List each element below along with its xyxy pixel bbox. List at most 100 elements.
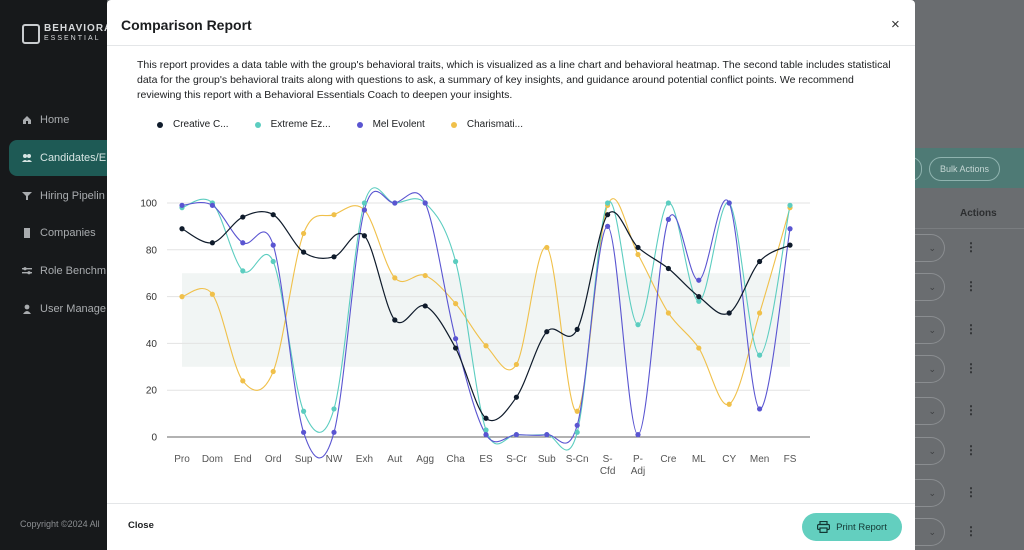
data-point[interactable] [696,345,702,351]
close-icon[interactable]: × [891,16,900,33]
data-point[interactable] [331,212,337,218]
sidebar-item-companies[interactable]: Companies [22,227,96,239]
sidebar-item-hiring-pipeline[interactable]: Hiring Pipelin [22,190,105,202]
data-point[interactable] [757,310,763,316]
data-point[interactable] [209,291,215,297]
data-point[interactable] [635,244,641,251]
row-dropdown[interactable]: ⌄ [915,518,945,546]
sidebar-item-home[interactable]: Home [22,114,69,126]
data-point[interactable] [240,268,246,274]
row-menu-icon[interactable]: ⋮ [965,485,977,499]
sidebar-item-candidates[interactable]: Candidates/E [22,152,106,164]
data-point[interactable] [331,254,337,260]
data-point[interactable] [270,212,276,218]
data-point[interactable] [483,432,489,438]
data-point[interactable] [787,202,793,208]
data-point[interactable] [605,200,611,206]
data-point[interactable] [301,230,307,237]
data-point[interactable] [331,406,337,412]
data-point[interactable] [665,200,672,206]
legend-item[interactable]: Mel Evolent [356,119,425,130]
data-point[interactable] [422,303,428,309]
data-point[interactable] [453,258,459,265]
data-point[interactable] [635,322,641,328]
data-point[interactable] [422,200,428,206]
sidebar-item-role-benchmarks[interactable]: Role Benchm [22,265,106,277]
data-point[interactable] [696,294,702,300]
legend-item[interactable]: Extreme Ez... [254,119,331,130]
data-point[interactable] [574,422,580,428]
row-menu-icon[interactable]: ⋮ [965,240,977,254]
data-point[interactable] [392,200,398,206]
legend-item[interactable]: Creative C... [157,119,229,130]
close-button[interactable]: Close [128,520,154,531]
data-point[interactable] [665,265,672,272]
row-menu-icon[interactable]: ⋮ [965,403,977,417]
data-point[interactable] [301,408,307,414]
data-point[interactable] [392,317,398,323]
data-point[interactable] [361,200,367,206]
data-point[interactable] [787,242,793,248]
data-point[interactable] [513,432,519,438]
row-menu-icon[interactable]: ⋮ [965,279,977,293]
data-point[interactable] [240,240,246,246]
data-point[interactable] [179,226,185,232]
data-point[interactable] [483,415,489,421]
data-point[interactable] [757,258,763,265]
data-point[interactable] [483,427,489,433]
row-menu-icon[interactable]: ⋮ [965,524,977,538]
data-point[interactable] [270,242,276,248]
data-point[interactable] [544,432,550,438]
data-point[interactable] [665,216,672,222]
data-point[interactable] [696,298,702,304]
data-point[interactable] [361,207,367,213]
data-point[interactable] [453,301,459,307]
data-point[interactable] [209,240,215,246]
data-point[interactable] [605,223,611,229]
data-point[interactable] [209,202,215,208]
data-point[interactable] [787,226,793,232]
data-point[interactable] [240,214,246,220]
data-point[interactable] [574,429,580,435]
data-point[interactable] [301,249,307,255]
data-point[interactable] [453,336,459,342]
data-point[interactable] [301,429,307,435]
data-point[interactable] [179,294,185,300]
sidebar-item-user-management[interactable]: User Manage [22,303,106,315]
data-point[interactable] [696,277,702,283]
data-point[interactable] [757,352,763,358]
data-point[interactable] [361,233,367,239]
legend-item[interactable]: Charismati... [450,119,523,130]
data-point[interactable] [270,368,276,375]
data-point[interactable] [757,406,763,412]
row-dropdown[interactable]: ⌄ [915,397,945,425]
data-point[interactable] [544,244,550,251]
data-point[interactable] [513,361,519,368]
row-dropdown[interactable]: ⌄ [915,437,945,465]
bulk-actions-button[interactable]: Bulk Actions [929,157,1000,181]
data-point[interactable] [574,326,580,332]
data-point[interactable] [726,200,732,206]
row-dropdown[interactable]: ⌄ [915,273,945,301]
data-point[interactable] [544,329,550,335]
data-point[interactable] [665,310,672,316]
data-point[interactable] [392,275,398,281]
row-menu-icon[interactable]: ⋮ [965,361,977,375]
row-dropdown[interactable]: ⌄ [915,316,945,344]
data-point[interactable] [605,212,611,218]
data-point[interactable] [513,394,519,400]
data-point[interactable] [483,343,489,349]
data-point[interactable] [635,251,641,258]
data-point[interactable] [331,429,337,435]
data-point[interactable] [179,202,185,208]
data-point[interactable] [453,345,459,351]
data-point[interactable] [240,378,246,384]
row-dropdown[interactable]: ⌄ [915,479,945,507]
print-report-button[interactable]: Print Report [802,513,902,541]
row-menu-icon[interactable]: ⋮ [965,322,977,336]
data-point[interactable] [422,272,428,279]
data-point[interactable] [270,258,276,265]
data-point[interactable] [726,401,732,407]
row-dropdown[interactable]: ⌄ [915,234,945,262]
data-point[interactable] [574,408,580,414]
